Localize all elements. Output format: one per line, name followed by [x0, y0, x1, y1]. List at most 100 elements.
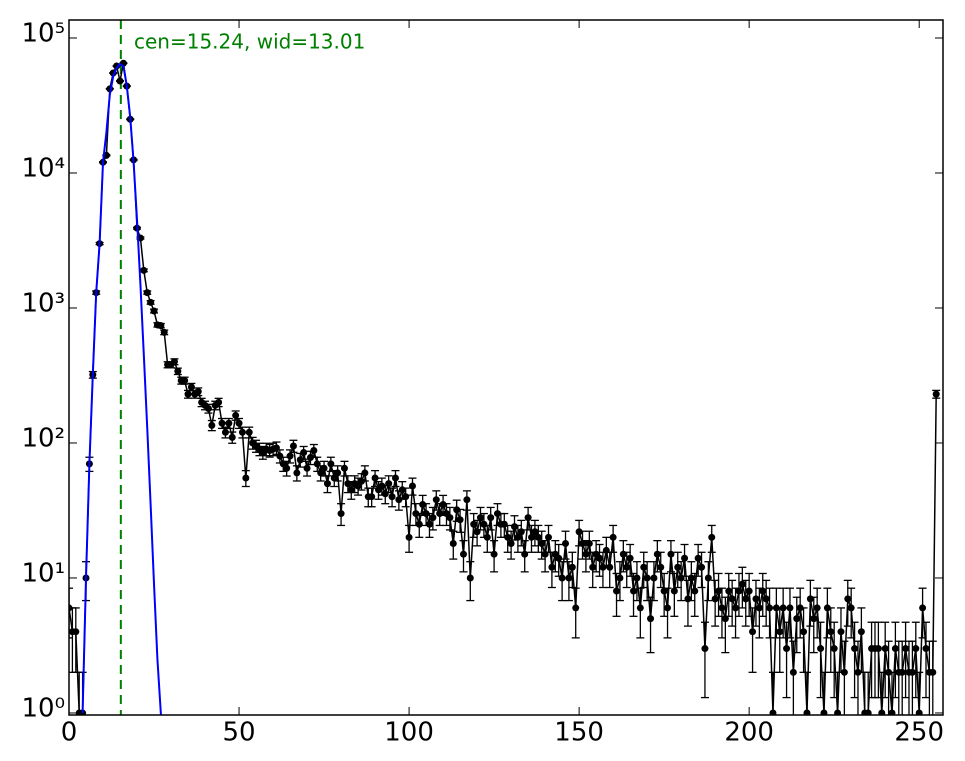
data-point: [650, 574, 658, 582]
data-point: [388, 493, 396, 501]
data-point: [371, 474, 379, 482]
data-point: [436, 510, 444, 518]
data-point: [113, 62, 121, 70]
y-tick-label: 10⁵: [21, 18, 65, 48]
data-point: [347, 486, 355, 494]
data-point: [681, 554, 689, 562]
data-point: [545, 533, 553, 541]
data-point: [534, 533, 542, 541]
data-point: [208, 421, 216, 429]
data-point: [589, 563, 597, 571]
data-point: [735, 587, 743, 595]
y-tick-label: 10¹: [21, 558, 65, 588]
data-point: [674, 563, 682, 571]
data-point: [769, 709, 777, 715]
data-point: [555, 554, 563, 562]
data-point: [538, 540, 546, 548]
data-point: [820, 709, 828, 715]
data-point: [150, 307, 158, 315]
data-point: [289, 442, 297, 450]
data-point: [470, 520, 478, 528]
data-point: [432, 496, 440, 504]
data-point: [810, 615, 818, 623]
data-point: [789, 668, 797, 676]
data-point: [242, 474, 250, 482]
data-point: [670, 587, 678, 595]
data-point: [238, 428, 246, 436]
data-point: [640, 563, 648, 571]
data-point: [786, 604, 794, 612]
data-point: [147, 298, 155, 306]
data-point: [286, 452, 294, 460]
data-point: [194, 388, 202, 396]
data-point: [800, 628, 808, 636]
data-point: [704, 574, 712, 582]
data-point: [334, 469, 342, 477]
data-point: [745, 587, 753, 595]
data-point: [660, 587, 668, 595]
data-point: [732, 604, 740, 612]
data-point: [738, 580, 746, 588]
annotation: cen=15.24, wid=13.01: [134, 30, 365, 54]
data-point: [398, 486, 406, 494]
x-tick-label: 50: [222, 718, 255, 748]
data-point: [463, 496, 471, 504]
data-point: [225, 419, 233, 427]
data-point: [521, 550, 529, 558]
data-point: [633, 574, 641, 582]
data-point: [708, 533, 716, 541]
data-point: [391, 474, 399, 482]
data-point: [878, 709, 886, 715]
x-tick-label: 200: [724, 718, 774, 748]
data-point: [565, 574, 573, 582]
data-point: [898, 668, 906, 676]
data-point: [647, 615, 655, 623]
data-point: [368, 493, 376, 501]
data-point: [749, 628, 757, 636]
data-point: [232, 411, 240, 419]
data-point: [449, 540, 457, 548]
data-point: [684, 595, 692, 603]
data-point: [327, 460, 335, 468]
data-point: [415, 520, 423, 528]
data-point: [228, 433, 236, 441]
data-point: [755, 604, 763, 612]
data-point: [851, 645, 859, 653]
data-point: [779, 604, 787, 612]
data-point: [596, 554, 604, 562]
data-point: [718, 604, 726, 612]
data-point: [310, 446, 318, 454]
data-point: [330, 474, 338, 482]
data-point: [636, 604, 644, 612]
data-point: [476, 514, 484, 522]
data-point: [419, 501, 427, 509]
data-point: [888, 709, 896, 715]
data-point: [759, 587, 767, 595]
data-point: [361, 469, 369, 477]
data-point: [919, 604, 927, 612]
data-point: [817, 645, 825, 653]
data-point: [932, 390, 940, 398]
data-point: [181, 377, 189, 385]
data-point: [245, 428, 253, 436]
data-point: [691, 587, 699, 595]
data-point: [711, 595, 719, 603]
data-point: [408, 482, 416, 490]
data-point: [490, 550, 498, 558]
data-point: [881, 645, 889, 653]
data-point: [677, 574, 685, 582]
data-point: [922, 645, 930, 653]
data-point: [929, 668, 937, 676]
data-point: [715, 587, 723, 595]
data-point: [283, 464, 291, 472]
data-point: [687, 574, 695, 582]
data-point: [606, 563, 614, 571]
data-point: [844, 595, 852, 603]
data-point: [609, 533, 617, 541]
data-point: [402, 493, 410, 501]
data-point: [425, 520, 433, 528]
data-point: [793, 615, 801, 623]
axes-frame: [68, 19, 944, 716]
data-point: [613, 587, 621, 595]
